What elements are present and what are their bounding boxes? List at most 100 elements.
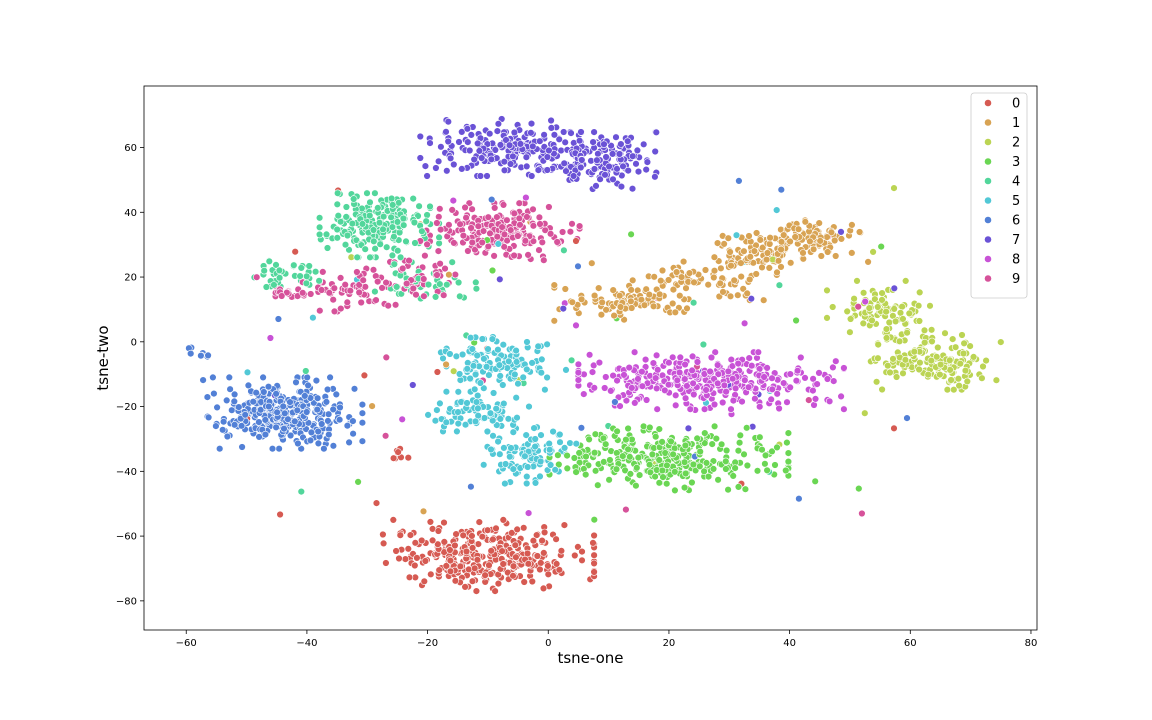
point-label-5 bbox=[480, 461, 488, 469]
point-label-5 bbox=[512, 346, 520, 355]
point-label-3 bbox=[572, 468, 580, 476]
point-label-2 bbox=[865, 304, 873, 312]
point-label-6 bbox=[291, 417, 299, 426]
point-label-9 bbox=[382, 278, 390, 287]
legend-marker bbox=[984, 235, 992, 244]
point-label-2 bbox=[960, 339, 968, 347]
point-label-6 bbox=[735, 177, 743, 185]
point-label-3 bbox=[655, 425, 663, 433]
point-label-1 bbox=[739, 285, 747, 293]
point-label-5 bbox=[431, 417, 440, 425]
point-label-1 bbox=[737, 272, 745, 281]
point-label-3 bbox=[671, 486, 679, 495]
point-label-8 bbox=[690, 390, 698, 399]
point-label-3 bbox=[639, 422, 648, 430]
point-label-9 bbox=[433, 271, 441, 279]
x-tick-label: 60 bbox=[904, 638, 917, 649]
point-label-7 bbox=[612, 133, 620, 141]
point-label-9 bbox=[412, 291, 420, 299]
point-label-7 bbox=[567, 129, 575, 137]
point-label-1 bbox=[758, 243, 767, 252]
point-label-0 bbox=[520, 578, 528, 586]
point-label-6 bbox=[199, 376, 207, 384]
point-label-5 bbox=[309, 314, 317, 322]
point-label-2 bbox=[861, 409, 869, 417]
point-label-4 bbox=[375, 219, 384, 227]
point-label-5 bbox=[519, 373, 527, 381]
point-label-2 bbox=[969, 353, 978, 361]
point-label-9 bbox=[355, 288, 363, 297]
point-label-9 bbox=[378, 284, 386, 292]
point-label-3 bbox=[601, 440, 610, 448]
point-label-4 bbox=[456, 292, 464, 300]
point-label-8 bbox=[829, 363, 837, 372]
point-label-9 bbox=[405, 256, 413, 265]
point-label-2 bbox=[947, 376, 955, 384]
point-label-1 bbox=[774, 257, 783, 265]
point-label-9 bbox=[307, 290, 315, 298]
point-label-9 bbox=[484, 242, 492, 251]
point-label-7 bbox=[529, 142, 537, 151]
point-label-4 bbox=[334, 189, 342, 197]
point-label-8 bbox=[815, 369, 823, 377]
point-label-7 bbox=[509, 152, 517, 161]
point-label-7 bbox=[444, 117, 452, 126]
point-label-9 bbox=[515, 199, 523, 207]
point-label-3 bbox=[590, 449, 599, 457]
point-label-2 bbox=[916, 359, 924, 367]
point-label-0 bbox=[411, 539, 419, 547]
point-label-8 bbox=[810, 401, 818, 409]
point-label-8 bbox=[681, 394, 690, 402]
point-label-8 bbox=[768, 385, 776, 393]
point-label-9 bbox=[490, 252, 498, 260]
point-label-0 bbox=[427, 570, 435, 578]
point-label-9 bbox=[341, 281, 349, 289]
point-label-6 bbox=[265, 402, 273, 411]
point-label-7 bbox=[651, 147, 659, 156]
point-label-9 bbox=[524, 251, 532, 259]
point-label-1 bbox=[752, 229, 761, 237]
point-label-9 bbox=[357, 298, 365, 307]
point-label-2 bbox=[450, 367, 458, 375]
point-label-7 bbox=[651, 173, 659, 181]
legend-marker bbox=[984, 255, 992, 263]
point-label-3 bbox=[600, 458, 608, 466]
point-label-9 bbox=[568, 220, 576, 228]
point-label-1 bbox=[628, 276, 637, 284]
point-label-6 bbox=[335, 416, 344, 424]
point-label-5 bbox=[522, 431, 530, 439]
point-label-5 bbox=[487, 445, 495, 454]
point-label-6 bbox=[225, 373, 234, 382]
point-label-6 bbox=[303, 408, 311, 416]
point-label-2 bbox=[956, 360, 964, 368]
point-label-3 bbox=[717, 440, 726, 448]
point-label-5 bbox=[488, 335, 497, 343]
point-label-3 bbox=[710, 422, 719, 430]
point-label-8 bbox=[642, 396, 651, 404]
point-label-2 bbox=[882, 308, 890, 316]
point-label-0 bbox=[446, 567, 455, 575]
point-label-3 bbox=[658, 438, 666, 446]
point-label-7 bbox=[652, 128, 660, 137]
point-label-8 bbox=[689, 379, 697, 387]
point-label-4 bbox=[379, 225, 387, 234]
point-label-8 bbox=[572, 321, 580, 330]
point-label-2 bbox=[884, 362, 892, 370]
point-label-5 bbox=[500, 444, 508, 452]
point-label-9 bbox=[540, 256, 548, 264]
point-label-0 bbox=[590, 568, 598, 576]
point-label-5 bbox=[514, 380, 522, 388]
point-label-1 bbox=[685, 269, 694, 277]
point-label-9 bbox=[369, 266, 378, 274]
point-label-8 bbox=[688, 352, 697, 361]
point-label-3 bbox=[651, 472, 659, 481]
point-label-5 bbox=[454, 419, 462, 428]
point-label-1 bbox=[817, 252, 825, 260]
point-label-3 bbox=[590, 515, 598, 524]
point-label-1 bbox=[602, 306, 610, 314]
point-label-8 bbox=[731, 384, 740, 393]
point-label-7 bbox=[545, 146, 553, 155]
point-label-8 bbox=[727, 405, 735, 413]
point-label-6 bbox=[326, 373, 334, 382]
legend-label: 7 bbox=[1012, 233, 1020, 248]
